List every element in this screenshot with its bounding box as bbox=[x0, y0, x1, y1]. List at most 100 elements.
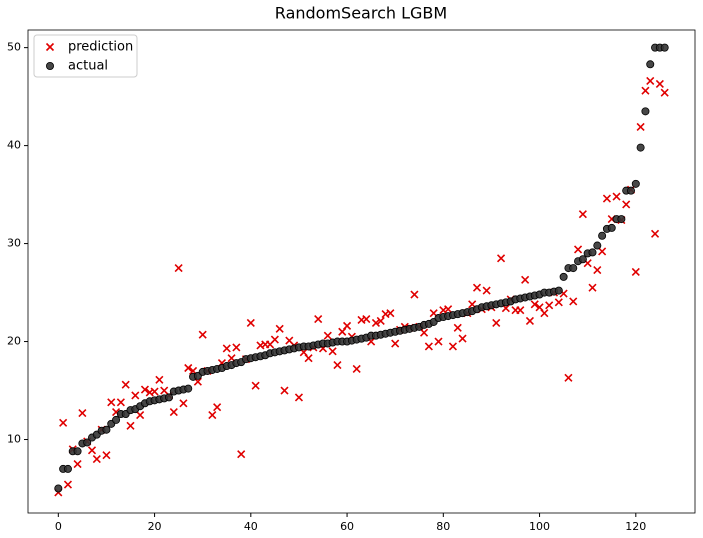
point bbox=[631, 179, 640, 188]
point bbox=[598, 231, 607, 240]
point bbox=[641, 107, 650, 116]
x-marker bbox=[496, 254, 506, 263]
legend-label: actual bbox=[68, 59, 108, 74]
point bbox=[63, 464, 72, 473]
x-marker bbox=[328, 347, 337, 356]
point bbox=[607, 223, 616, 232]
point bbox=[554, 286, 563, 295]
x-marker bbox=[448, 342, 458, 351]
point bbox=[54, 484, 63, 493]
x-marker bbox=[87, 446, 97, 455]
point bbox=[588, 248, 597, 257]
x-marker bbox=[650, 229, 660, 238]
x-tick-label: 40 bbox=[244, 520, 258, 533]
x-marker bbox=[136, 410, 145, 420]
x-marker bbox=[554, 298, 563, 307]
x-marker bbox=[646, 76, 655, 86]
x-tick-label: 120 bbox=[625, 520, 646, 533]
x-marker bbox=[251, 381, 260, 390]
x-marker bbox=[410, 290, 419, 299]
x-marker bbox=[294, 393, 304, 402]
x-marker bbox=[174, 264, 183, 273]
x-marker bbox=[246, 318, 255, 328]
x-marker bbox=[588, 283, 597, 292]
x-marker bbox=[660, 88, 669, 97]
x-marker bbox=[453, 323, 462, 332]
x-marker bbox=[78, 409, 87, 418]
point bbox=[83, 438, 92, 447]
legend-box bbox=[33, 34, 138, 78]
x-marker bbox=[521, 275, 530, 284]
plot-frame bbox=[27, 29, 696, 514]
y-tick-label: 40 bbox=[7, 139, 21, 152]
x-marker bbox=[140, 385, 150, 394]
point bbox=[165, 393, 174, 402]
x-marker bbox=[371, 318, 381, 328]
x-marker bbox=[622, 200, 631, 209]
x-tick-label: 60 bbox=[340, 520, 354, 533]
chart-title: RandomSearch LGBM bbox=[275, 4, 447, 23]
x-marker bbox=[631, 267, 640, 277]
y-tick-label: 20 bbox=[7, 335, 21, 348]
x-marker bbox=[612, 192, 621, 201]
x-marker bbox=[434, 337, 443, 346]
x-marker bbox=[116, 398, 125, 407]
x-marker bbox=[213, 403, 222, 412]
x-tick-label: 80 bbox=[436, 520, 450, 533]
x-marker bbox=[472, 283, 482, 292]
x-marker bbox=[304, 354, 313, 363]
x-marker bbox=[275, 324, 284, 333]
x-marker bbox=[458, 334, 467, 343]
x-marker bbox=[598, 247, 607, 256]
x-marker bbox=[184, 363, 193, 373]
x-marker bbox=[179, 399, 188, 408]
point bbox=[102, 425, 111, 434]
x-marker bbox=[492, 318, 501, 328]
x-marker bbox=[150, 387, 159, 396]
x-marker bbox=[155, 375, 164, 384]
x-marker bbox=[636, 122, 645, 132]
x-marker bbox=[232, 343, 241, 352]
point bbox=[569, 264, 578, 273]
x-marker bbox=[333, 360, 342, 370]
x-marker bbox=[602, 194, 611, 203]
x-marker bbox=[352, 364, 361, 374]
x-marker bbox=[92, 455, 101, 464]
y-tick-label: 50 bbox=[7, 41, 21, 54]
x-marker bbox=[530, 300, 539, 309]
point bbox=[593, 241, 602, 250]
x-tick-label: 100 bbox=[529, 520, 550, 533]
x-marker bbox=[222, 344, 231, 353]
point bbox=[617, 215, 626, 224]
point bbox=[112, 415, 121, 424]
x-marker bbox=[73, 459, 82, 469]
x-marker bbox=[516, 306, 525, 315]
x-marker bbox=[641, 86, 650, 95]
x-marker bbox=[107, 398, 116, 407]
x-marker bbox=[126, 421, 135, 430]
x-marker bbox=[362, 314, 371, 324]
y-tick-label: 10 bbox=[7, 433, 21, 446]
x-marker bbox=[419, 328, 429, 337]
point bbox=[46, 62, 55, 71]
x-marker bbox=[424, 342, 433, 351]
y-tick-label: 30 bbox=[7, 237, 21, 250]
point bbox=[184, 384, 193, 393]
x-marker bbox=[208, 410, 217, 420]
x-marker bbox=[314, 314, 323, 324]
x-marker bbox=[270, 335, 279, 344]
x-marker bbox=[131, 391, 140, 400]
x-marker bbox=[391, 339, 400, 348]
x-marker bbox=[540, 309, 549, 318]
x-marker bbox=[569, 297, 578, 306]
point bbox=[660, 43, 669, 52]
x-marker bbox=[573, 245, 583, 254]
x-marker bbox=[323, 331, 332, 340]
x-tick-label: 0 bbox=[55, 520, 62, 533]
x-marker bbox=[59, 418, 68, 427]
point bbox=[626, 186, 635, 195]
legend-label: prediction bbox=[68, 40, 133, 55]
x-marker bbox=[102, 451, 111, 460]
